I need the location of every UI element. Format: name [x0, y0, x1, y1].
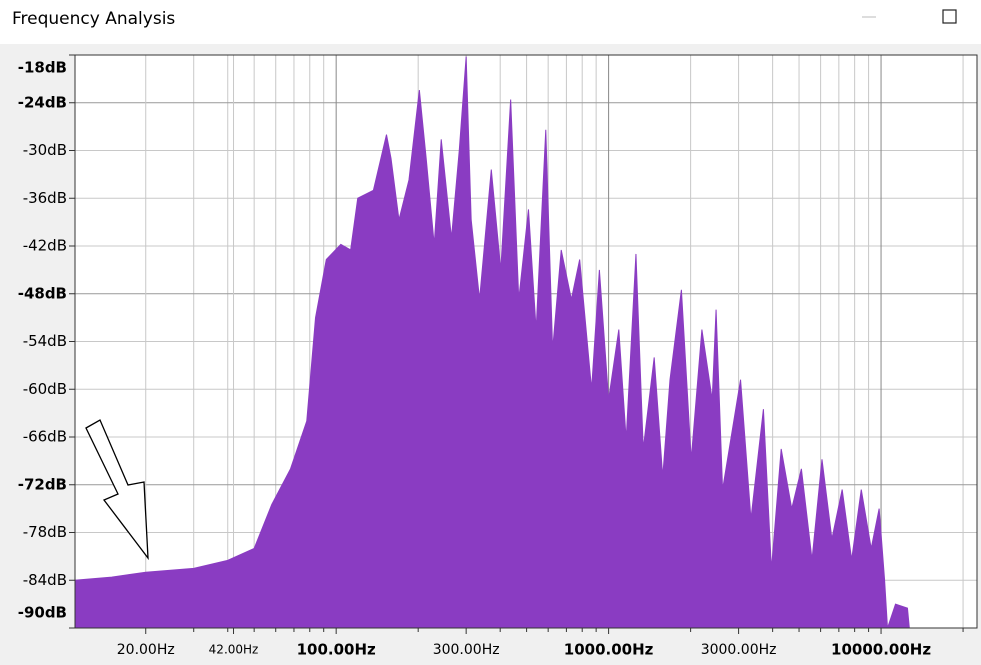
x-tick-label: 300.00Hz	[433, 642, 500, 658]
x-tick-label: 100.00Hz	[297, 641, 376, 659]
title-bar	[0, 0, 981, 44]
x-tick-label: 10000.00Hz	[831, 641, 931, 659]
x-tick-label: 3000.00Hz	[701, 642, 777, 658]
y-tick-label: -24dB	[18, 93, 67, 111]
y-tick-label: -72dB	[18, 475, 67, 493]
y-tick-label: -18dB	[18, 59, 67, 77]
y-tick-label: -60dB	[23, 380, 67, 398]
x-tick-label: 1000.00Hz	[564, 641, 654, 659]
x-tick-label: 42.00Hz	[209, 643, 259, 657]
spectrum-area	[74, 56, 910, 629]
annotation-arrow	[85, 419, 149, 561]
y-tick-label: -54dB	[23, 332, 67, 350]
y-tick-label: -90dB	[18, 604, 67, 622]
y-tick-label: -66dB	[23, 428, 67, 446]
window-title: Frequency Analysis	[12, 9, 175, 29]
y-tick-label: -84dB	[23, 571, 67, 589]
y-tick-label: -78dB	[23, 523, 67, 541]
y-tick-label: -30dB	[23, 141, 67, 159]
y-tick-label: -48dB	[18, 284, 67, 302]
y-tick-label: -36dB	[23, 189, 67, 207]
maximize-button[interactable]	[942, 9, 957, 24]
x-tick-label: 20.00Hz	[117, 642, 175, 658]
y-tick-label: -42dB	[23, 237, 67, 255]
